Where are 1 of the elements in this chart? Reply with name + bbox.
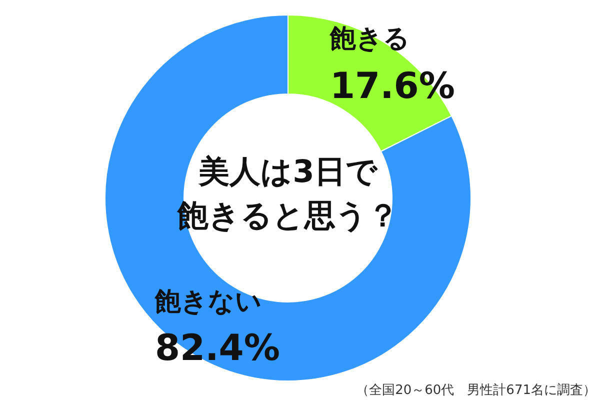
annotation: （全国20～60代 男性計671名に調査） <box>356 383 596 398</box>
